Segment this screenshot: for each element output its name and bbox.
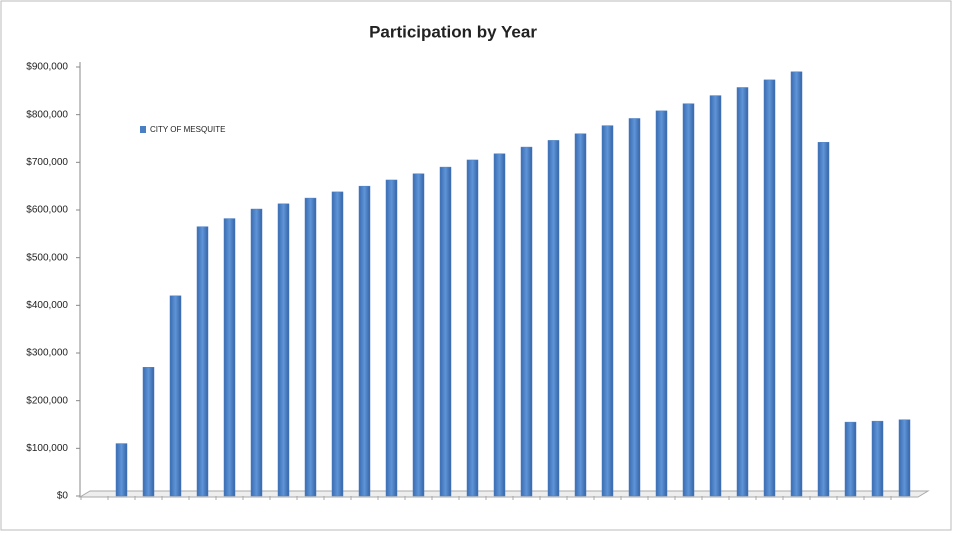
bar <box>466 159 479 497</box>
bar <box>871 420 884 497</box>
legend-swatch <box>140 126 146 133</box>
bar <box>898 419 911 497</box>
bar <box>493 153 506 497</box>
bar <box>817 142 830 497</box>
y-tick-label: $700,000 <box>26 157 68 168</box>
bar <box>574 133 587 497</box>
y-tick-label: $0 <box>57 491 69 502</box>
bar <box>385 179 398 497</box>
bar <box>250 208 263 497</box>
y-tick-label: $500,000 <box>26 252 68 263</box>
bar <box>412 173 425 497</box>
bar <box>115 443 128 497</box>
bar <box>628 118 641 497</box>
bar <box>277 203 290 497</box>
bar <box>304 197 317 497</box>
bar <box>790 71 803 497</box>
bar <box>142 367 155 497</box>
bar <box>709 95 722 497</box>
y-tick-label: $800,000 <box>26 109 68 120</box>
y-tick-label: $600,000 <box>26 205 68 216</box>
y-tick-label: $300,000 <box>26 348 68 359</box>
chart-title: Participation by Year <box>369 22 537 41</box>
y-tick-label: $100,000 <box>26 443 68 454</box>
legend-label: CITY OF MESQUITE <box>150 125 225 134</box>
bar <box>682 103 695 497</box>
bar <box>196 226 209 497</box>
bar <box>169 295 182 497</box>
bar <box>736 87 749 497</box>
bar <box>655 110 668 497</box>
y-tick-label: $200,000 <box>26 395 68 406</box>
bar <box>601 125 614 497</box>
bar <box>331 191 344 497</box>
bar <box>439 166 452 497</box>
bar <box>520 146 533 497</box>
bar <box>358 185 371 497</box>
bar <box>763 79 776 497</box>
y-tick-label: $900,000 <box>26 62 68 73</box>
y-tick-label: $400,000 <box>26 300 68 311</box>
bar <box>547 140 560 497</box>
bar <box>223 218 236 497</box>
bar <box>844 421 857 497</box>
